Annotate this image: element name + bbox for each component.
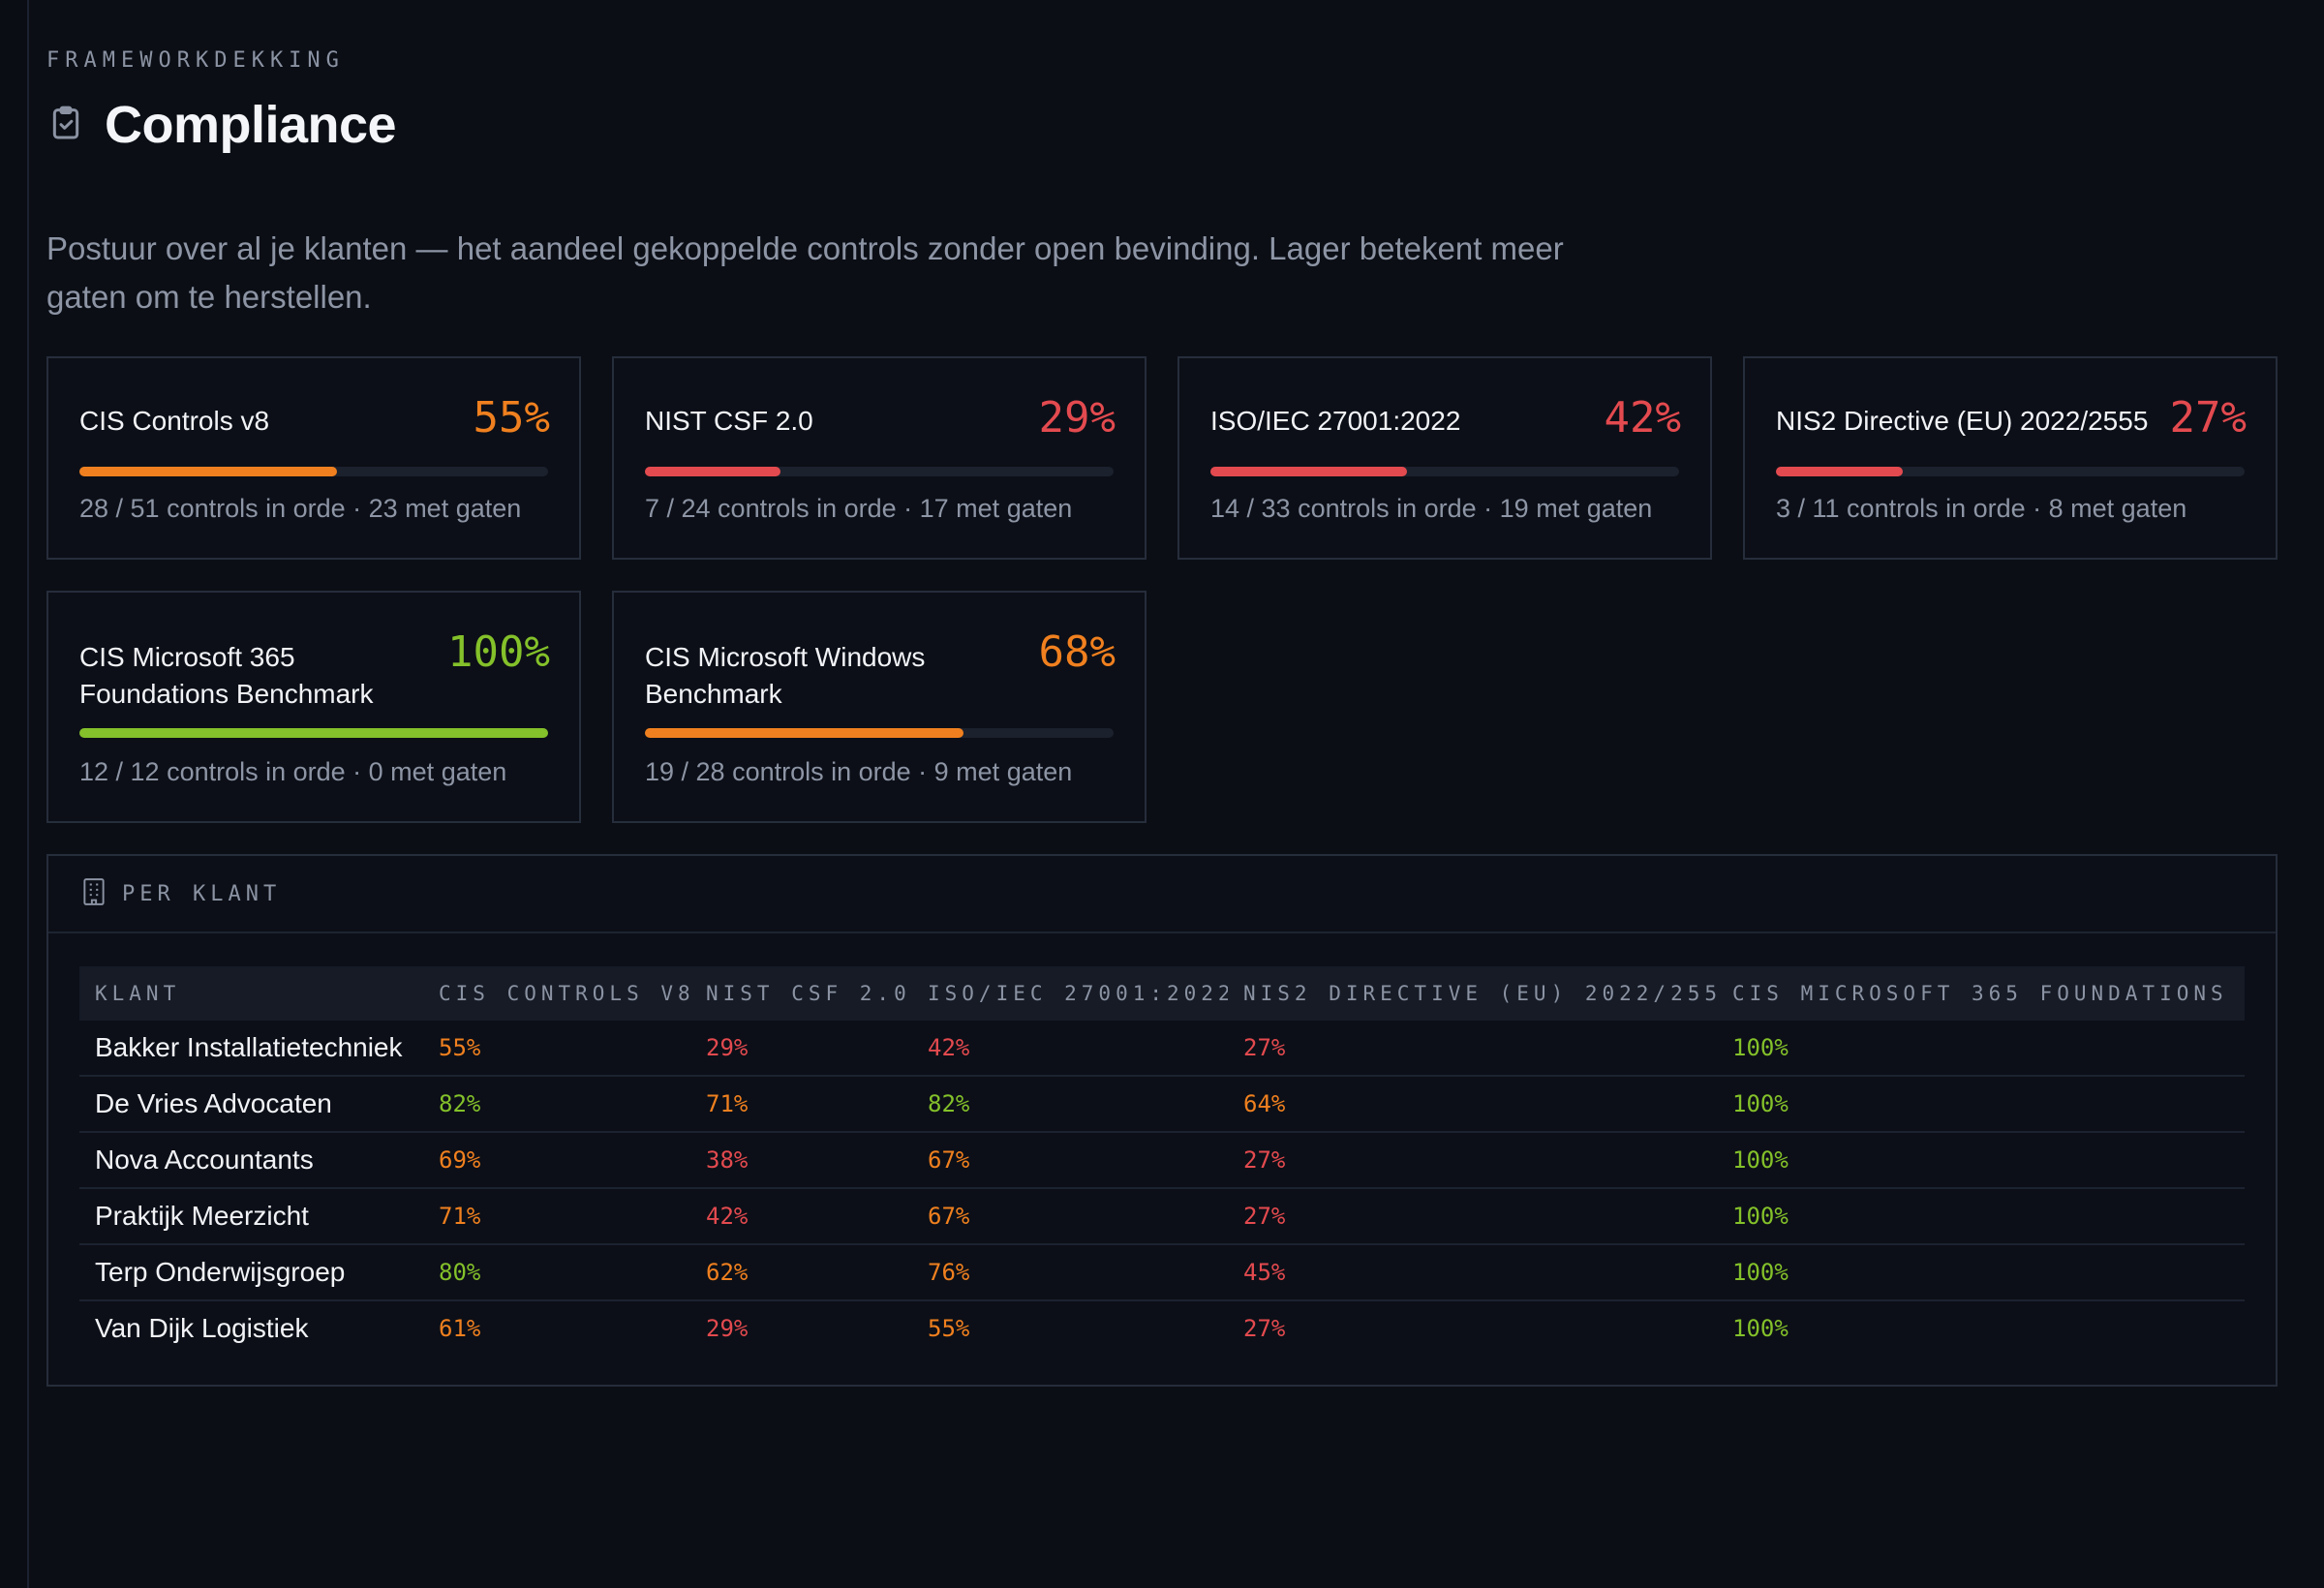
- framework-name: CIS Microsoft 365 Foundations Benchmark: [79, 642, 374, 709]
- score-cell: 100%: [1717, 1244, 2245, 1301]
- framework-card[interactable]: CIS Microsoft Windows Benchmark 68% 19 /…: [612, 591, 1147, 823]
- framework-name: NIS2 Directive (EU) 2022/2555: [1776, 406, 2149, 436]
- table-row[interactable]: Bakker Installatietechniek 55% 29% 42% 2…: [79, 1021, 2245, 1077]
- score-cell: 27%: [1228, 1021, 1717, 1077]
- score-cell: 69%: [423, 1132, 690, 1189]
- framework-stats: 14 / 33 controls in orde · 19 met gaten: [1210, 494, 1653, 523]
- score-cell: 100%: [1717, 1188, 2245, 1245]
- per-client-panel: PER KLANT KLANT CIS CONTROLS V8 NIST CSF…: [46, 854, 2278, 1387]
- client-name: Bakker Installatietechniek: [79, 1021, 423, 1077]
- client-name: De Vries Advocaten: [79, 1076, 423, 1133]
- coverage-bar: [79, 467, 548, 476]
- page-title-row: Compliance: [46, 95, 397, 155]
- clipboard-check-icon: [46, 102, 85, 149]
- score-cell: 61%: [439, 1315, 481, 1342]
- framework-percentage: 68%: [1038, 627, 1116, 677]
- building-icon: [81, 877, 107, 911]
- score-cell: 100%: [1717, 1076, 2245, 1133]
- score-cell: 100%: [1717, 1132, 2245, 1189]
- coverage-bar: [1776, 467, 2245, 476]
- framework-card[interactable]: ISO/IEC 27001:2022 42% 14 / 33 controls …: [1177, 356, 1712, 560]
- score-cell: 76%: [912, 1244, 1228, 1301]
- score-cell: 64%: [1228, 1076, 1717, 1133]
- framework-percentage: 55%: [473, 393, 550, 443]
- framework-stats: 28 / 51 controls in orde · 23 met gaten: [79, 494, 522, 523]
- coverage-bar: [645, 467, 1114, 476]
- table-row[interactable]: Van Dijk Logistiek 61% 29% 55% 27% 100%: [79, 1300, 2245, 1356]
- coverage-bar-fill: [79, 467, 338, 476]
- framework-percentage: 42%: [1604, 393, 1681, 443]
- column-header-iso-27001[interactable]: ISO/IEC 27001:2022: [928, 982, 1228, 1005]
- score-cell: 62%: [690, 1244, 912, 1301]
- column-header-nist-csf[interactable]: NIST CSF 2.0: [706, 982, 911, 1005]
- coverage-bar-fill: [645, 467, 781, 476]
- coverage-bar-fill: [1210, 467, 1408, 476]
- framework-card[interactable]: NIS2 Directive (EU) 2022/2555 27% 3 / 11…: [1743, 356, 2278, 560]
- column-header-nis2[interactable]: NIS2 DIRECTIVE (EU) 2022/2555: [1243, 982, 1717, 1005]
- client-name: Praktijk Meerzicht: [79, 1188, 423, 1245]
- coverage-bar-fill: [79, 728, 548, 738]
- score-cell: 71%: [690, 1076, 912, 1133]
- score-cell: 55%: [928, 1315, 970, 1342]
- page-eyebrow: FRAMEWORKDEKKING: [46, 48, 345, 73]
- coverage-bar-fill: [645, 728, 964, 738]
- table-row[interactable]: Praktijk Meerzicht 71% 42% 67% 27% 100%: [79, 1188, 2245, 1245]
- left-rail: [0, 0, 29, 1588]
- column-header-client[interactable]: KLANT: [95, 982, 181, 1005]
- score-cell: 82%: [912, 1076, 1228, 1133]
- score-cell: 29%: [706, 1315, 749, 1342]
- table-row[interactable]: De Vries Advocaten 82% 71% 82% 64% 100%: [79, 1076, 2245, 1133]
- score-cell: 82%: [423, 1076, 690, 1133]
- coverage-bar: [79, 728, 548, 738]
- framework-percentage: 29%: [1038, 393, 1116, 443]
- score-cell: 100%: [1717, 1021, 2245, 1077]
- framework-stats: 12 / 12 controls in orde · 0 met gaten: [79, 757, 507, 786]
- score-cell: 29%: [690, 1021, 912, 1077]
- framework-card[interactable]: NIST CSF 2.0 29% 7 / 24 controls in orde…: [612, 356, 1147, 560]
- score-cell: 42%: [912, 1021, 1228, 1077]
- framework-name: ISO/IEC 27001:2022: [1210, 406, 1461, 436]
- framework-card[interactable]: CIS Controls v8 55% 28 / 51 controls in …: [46, 356, 581, 560]
- score-cell: 38%: [690, 1132, 912, 1189]
- score-cell: 42%: [690, 1188, 912, 1245]
- score-cell: 45%: [1228, 1244, 1717, 1301]
- page-title: Compliance: [105, 96, 397, 154]
- score-cell: 71%: [423, 1188, 690, 1245]
- per-client-table-scroll[interactable]: KLANT CIS CONTROLS V8 NIST CSF 2.0 ISO/I…: [79, 966, 2245, 1356]
- framework-name: CIS Microsoft Windows Benchmark: [645, 642, 926, 709]
- table-row[interactable]: Nova Accountants 69% 38% 67% 27% 100%: [79, 1132, 2245, 1189]
- framework-name: CIS Controls v8: [79, 406, 270, 436]
- per-client-table: KLANT CIS CONTROLS V8 NIST CSF 2.0 ISO/I…: [79, 966, 2245, 1356]
- framework-stats: 19 / 28 controls in orde · 9 met gaten: [645, 757, 1073, 786]
- client-name: Van Dijk Logistiek: [95, 1313, 309, 1343]
- score-cell: 100%: [1732, 1315, 1789, 1342]
- score-cell: 27%: [1228, 1132, 1717, 1189]
- score-cell: 27%: [1228, 1188, 1717, 1245]
- coverage-bar: [645, 728, 1114, 738]
- framework-percentage: 100%: [447, 627, 550, 677]
- coverage-bar-fill: [1776, 467, 1903, 476]
- framework-stats: 7 / 24 controls in orde · 17 met gaten: [645, 494, 1073, 523]
- score-cell: 67%: [912, 1188, 1228, 1245]
- per-client-header: PER KLANT: [48, 856, 2276, 933]
- column-header-cis-controls[interactable]: CIS CONTROLS V8: [439, 982, 690, 1005]
- score-cell: 27%: [1243, 1315, 1286, 1342]
- framework-percentage: 27%: [2169, 393, 2247, 443]
- framework-stats: 3 / 11 controls in orde · 8 met gaten: [1776, 494, 2187, 523]
- client-name: Nova Accountants: [79, 1132, 423, 1189]
- per-client-label: PER KLANT: [122, 881, 282, 906]
- page-description: Postuur over al je klanten — het aandeel…: [46, 230, 1564, 315]
- score-cell: 67%: [912, 1132, 1228, 1189]
- framework-card[interactable]: CIS Microsoft 365 Foundations Benchmark …: [46, 591, 581, 823]
- framework-name: NIST CSF 2.0: [645, 406, 813, 436]
- score-cell: 55%: [423, 1021, 690, 1077]
- coverage-bar: [1210, 467, 1679, 476]
- column-header-cis-m365[interactable]: CIS MICROSOFT 365 FOUNDATIONS BENCHMARK: [1732, 982, 2245, 1005]
- client-name: Terp Onderwijsgroep: [79, 1244, 423, 1301]
- score-cell: 80%: [423, 1244, 690, 1301]
- table-header-row: KLANT CIS CONTROLS V8 NIST CSF 2.0 ISO/I…: [79, 966, 2245, 1021]
- table-row[interactable]: Terp Onderwijsgroep 80% 62% 76% 45% 100%: [79, 1244, 2245, 1301]
